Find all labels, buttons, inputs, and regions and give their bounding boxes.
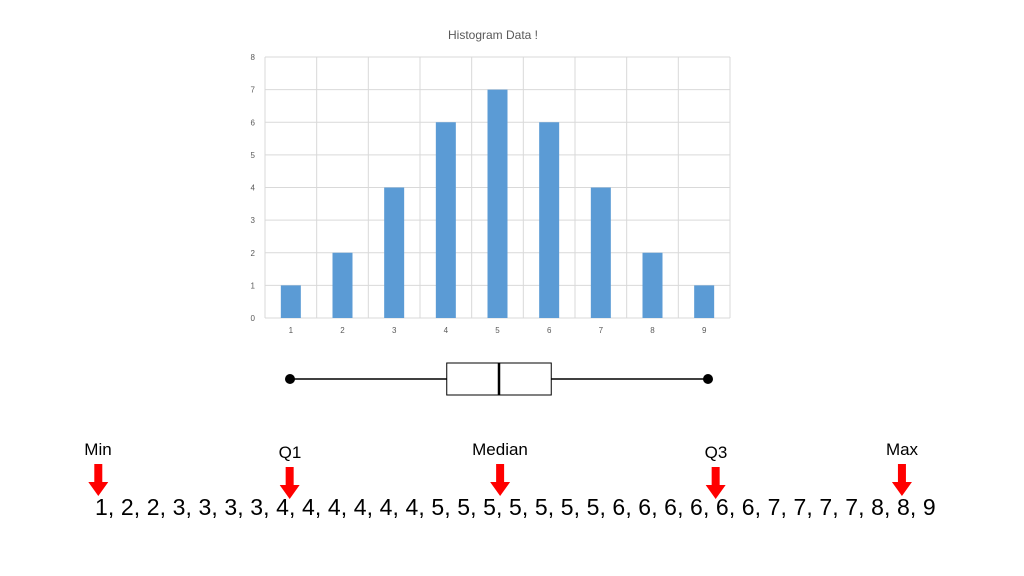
max-label: Max — [885, 440, 919, 459]
bar — [590, 187, 611, 318]
x-tick-label: 1 — [289, 326, 294, 335]
min-marker: Min — [84, 440, 112, 496]
x-tick-label: 6 — [547, 326, 552, 335]
q3-arrow-icon — [706, 467, 726, 499]
x-tick-label: 8 — [650, 326, 655, 335]
bar — [539, 122, 560, 318]
q1-arrow-icon — [280, 467, 300, 499]
y-tick-label: 3 — [251, 216, 256, 225]
y-tick-label: 7 — [251, 86, 256, 95]
median-arrow-icon — [489, 464, 510, 496]
y-tick-label: 4 — [251, 184, 256, 193]
bar — [280, 285, 301, 318]
median-marker: Median — [472, 440, 528, 496]
chart-title: Histogram Data ! — [448, 28, 538, 42]
y-tick-label: 6 — [251, 118, 256, 127]
x-tick-label: 2 — [340, 326, 345, 335]
min-point — [285, 374, 295, 384]
y-tick-label: 2 — [251, 249, 256, 258]
y-tick-label: 0 — [251, 314, 256, 323]
x-tick-label: 4 — [444, 326, 449, 335]
data-sequence: 1, 2, 2, 3, 3, 3, 3, 4, 4, 4, 4, 4, 4, 5… — [95, 494, 936, 520]
max-marker: Max — [886, 440, 918, 496]
median-label: Median — [472, 440, 528, 459]
min-label: Min — [84, 440, 112, 459]
y-tick-label: 5 — [251, 151, 256, 160]
x-tick-label: 7 — [599, 326, 604, 335]
q1-marker: Q1 — [278, 443, 302, 499]
y-tick-label: 1 — [251, 281, 256, 290]
min-arrow-icon — [88, 464, 108, 496]
bar — [487, 89, 508, 318]
max-point — [703, 374, 713, 384]
bar — [642, 252, 663, 318]
histogram-chart: Histogram Data ! 0 1 2 3 4 5 6 7 8 1 2 3 4 5 6 7 8 9 — [251, 28, 731, 396]
y-tick-label: 8 — [251, 53, 256, 62]
q1-label: Q1 — [278, 443, 302, 462]
q3-label: Q3 — [704, 443, 728, 462]
x-tick-label: 3 — [392, 326, 397, 335]
box-plot — [285, 362, 713, 396]
bar — [435, 122, 456, 318]
bar — [332, 252, 353, 318]
x-tick-label: 5 — [495, 326, 500, 335]
max-arrow-icon — [892, 464, 912, 496]
q3-marker: Q3 — [704, 443, 728, 499]
x-tick-label: 9 — [702, 326, 707, 335]
bar — [694, 285, 715, 318]
bar — [384, 187, 405, 318]
